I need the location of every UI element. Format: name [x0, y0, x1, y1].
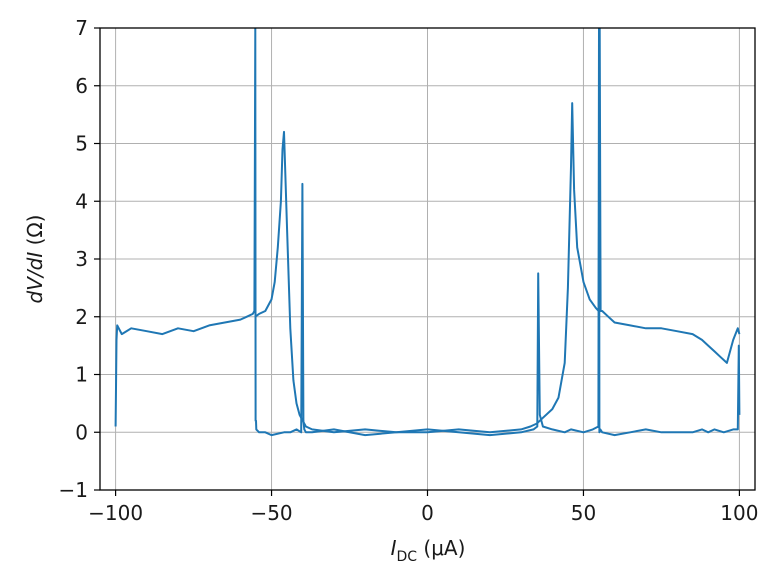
x-axis-label-symbol: I [391, 536, 397, 560]
x-tick-label: 100 [720, 501, 758, 525]
x-tick-label: 50 [571, 501, 596, 525]
y-tick-label: 2 [75, 305, 88, 329]
x-axis-label: IDC (μA) [391, 536, 466, 565]
x-tick-label: 0 [421, 501, 434, 525]
x-axis-label-subscript: DC [396, 549, 417, 565]
y-tick-label: 0 [75, 420, 88, 444]
y-tick-label: 4 [75, 189, 88, 213]
x-tick-label: −50 [250, 501, 292, 525]
grid [100, 27, 755, 491]
y-tick-label: 3 [75, 247, 88, 271]
series-layer [114, 28, 741, 437]
y-tick-label: 7 [75, 16, 88, 40]
y-tick-label: 5 [75, 132, 88, 156]
y-axis-label-unit: (Ω) [23, 215, 47, 252]
series-line-2 [254, 28, 741, 434]
y-tick-label: 1 [75, 363, 88, 387]
y-tick-label: 6 [75, 74, 88, 98]
y-axis-label: dV/dI (Ω) [23, 215, 47, 304]
tick-layer: −100 −50 0 50 100 −1 0 1 2 3 4 5 6 7 [59, 16, 759, 525]
x-tick-label: −100 [88, 501, 143, 525]
y-axis-label-symbol: dV/dI [23, 252, 47, 304]
x-axis-label-unit: (μA) [417, 536, 465, 560]
y-tick-label: −1 [59, 478, 88, 502]
